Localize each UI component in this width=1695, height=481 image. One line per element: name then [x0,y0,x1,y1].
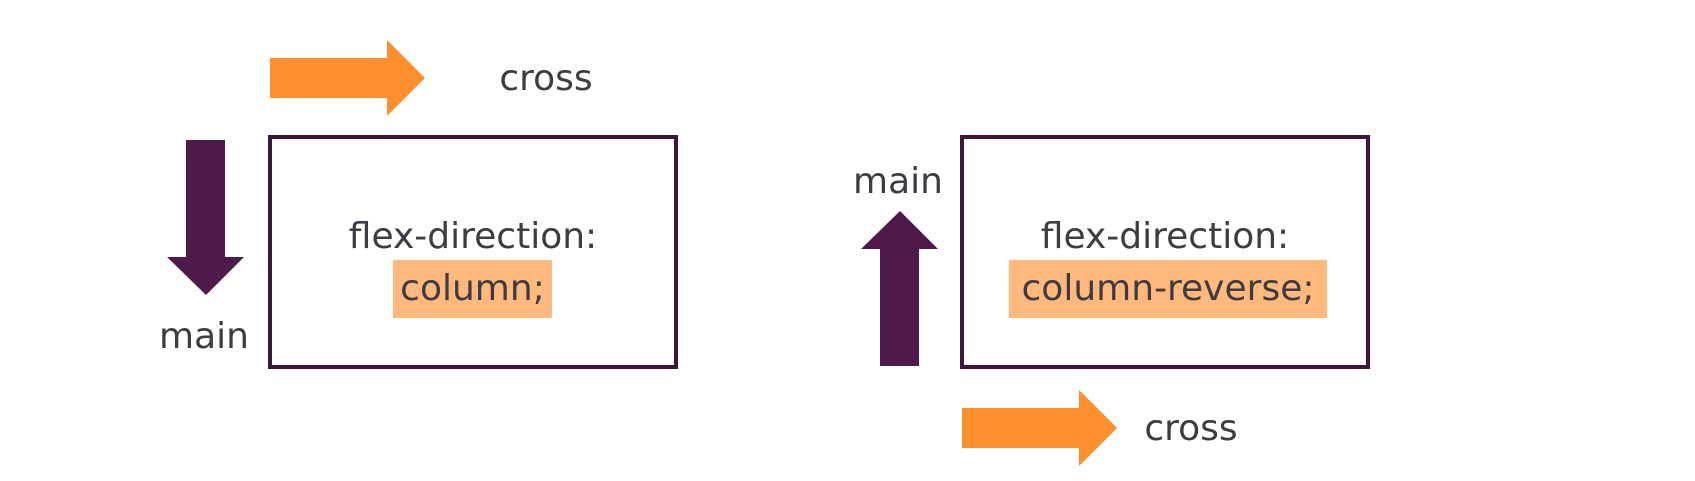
property-label: flex-direction: [1040,216,1290,257]
cross-arrow-right-icon [962,390,1117,466]
main-arrow-down-icon [167,140,244,295]
property-label: flex-direction: [348,216,598,257]
cross-axis-label: cross [1144,408,1238,449]
main-axis-label: main [853,161,943,202]
property-value: column; [393,260,552,318]
main-axis-label: main [159,316,249,357]
cross-arrow-right-icon [270,40,425,116]
main-arrow-up-icon [861,211,938,366]
flex-container-box: flex-direction: column; [268,135,678,369]
flex-container-box: flex-direction: column-reverse; [960,135,1370,369]
property-value: column-reverse; [1009,260,1327,318]
cross-axis-label: cross [499,58,593,99]
